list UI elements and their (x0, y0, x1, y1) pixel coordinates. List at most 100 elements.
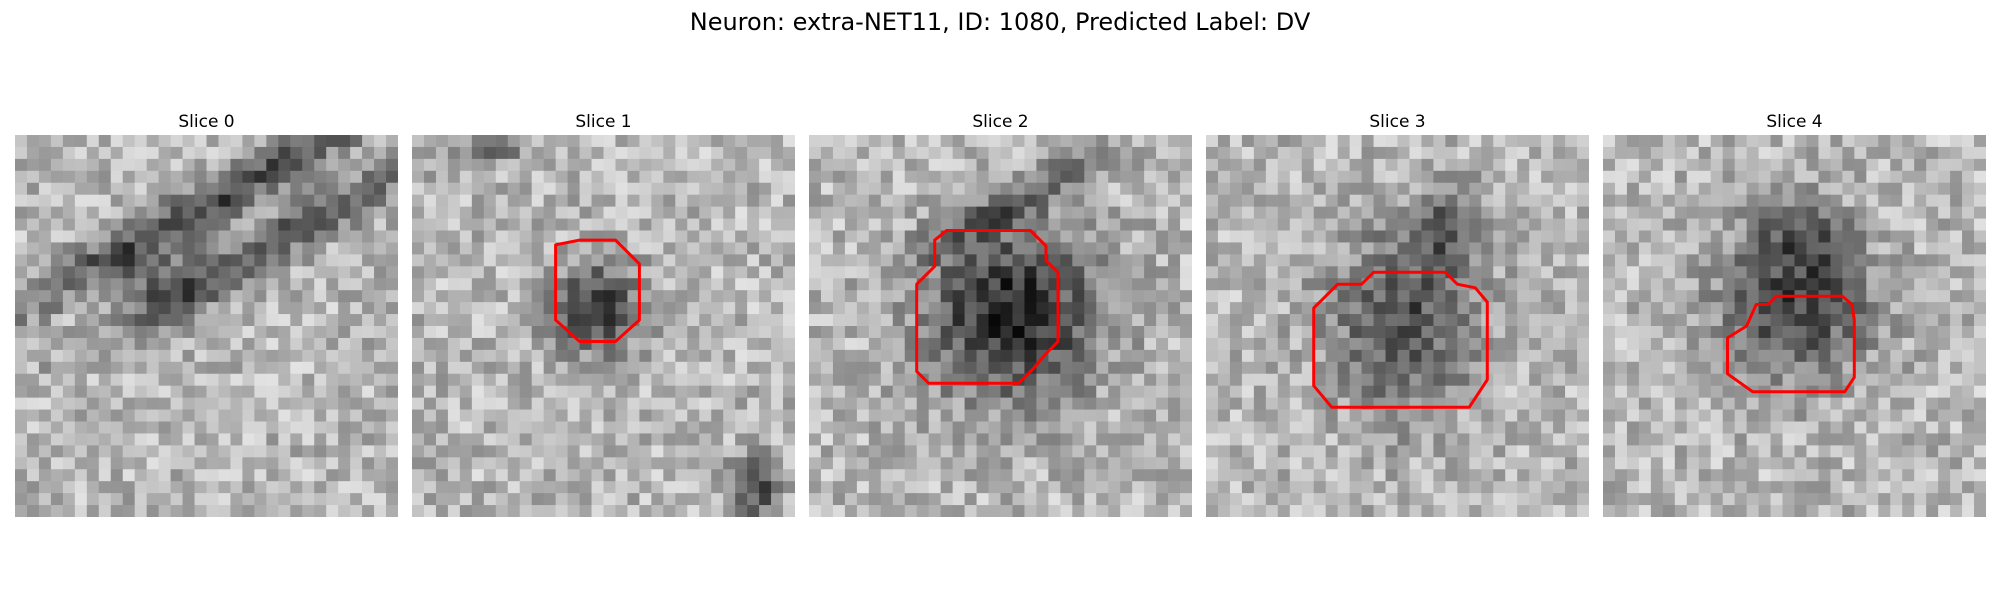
pixel (1060, 230, 1073, 244)
pixel (880, 278, 894, 291)
pixel (1603, 373, 1616, 387)
pixel (952, 266, 966, 279)
pixel (723, 349, 736, 363)
pixel (242, 469, 255, 482)
pixel (1541, 349, 1554, 363)
pixel (555, 254, 569, 267)
pixel (1710, 433, 1724, 446)
pixel (278, 326, 291, 339)
pixel (627, 218, 641, 232)
pixel (483, 326, 497, 339)
pixel (1746, 421, 1760, 435)
pixel (1084, 397, 1097, 411)
pixel (158, 254, 172, 267)
pixel (1878, 445, 1891, 458)
pixel (579, 206, 593, 220)
pixel (1433, 349, 1446, 363)
pixel (1265, 337, 1279, 351)
pixel (543, 182, 557, 196)
pixel (1830, 349, 1843, 363)
pixel (687, 457, 700, 470)
pixel (699, 481, 712, 494)
pixel (675, 182, 688, 196)
pixel (1217, 457, 1231, 470)
pixel (1361, 457, 1375, 470)
pixel (158, 314, 172, 327)
pixel (386, 302, 398, 315)
pixel (1926, 421, 1939, 435)
pixel (1337, 314, 1351, 327)
pixel (1926, 266, 1939, 279)
pixel (1878, 302, 1891, 315)
pixel (1168, 469, 1181, 482)
pixel (86, 349, 100, 363)
pixel (543, 505, 557, 517)
pixel (747, 242, 760, 255)
pixel (976, 385, 990, 399)
pixel (639, 254, 652, 267)
pixel (423, 433, 437, 446)
pixel (1722, 158, 1736, 172)
pixel (302, 242, 315, 255)
pixel (1746, 373, 1760, 387)
pixel (423, 230, 437, 244)
pixel (627, 445, 641, 458)
pixel (675, 385, 688, 399)
pixel (735, 409, 748, 423)
pixel (26, 266, 40, 279)
pixel (412, 182, 425, 196)
pixel (783, 421, 795, 435)
pixel (952, 314, 966, 327)
pixel (495, 326, 509, 339)
pixel (880, 505, 894, 517)
pixel (663, 433, 676, 446)
pixel (880, 230, 894, 244)
pixel (603, 409, 617, 423)
pixel (639, 290, 652, 303)
pixel (158, 481, 172, 494)
pixel (1806, 254, 1820, 267)
pixel (675, 445, 688, 458)
pixel (1577, 385, 1589, 399)
pixel (338, 326, 351, 339)
pixel (362, 385, 375, 399)
pixel (856, 302, 870, 315)
pixel (314, 278, 327, 291)
pixel (194, 302, 208, 315)
pixel (1650, 135, 1664, 148)
pixel (952, 146, 966, 160)
pixel (1120, 230, 1133, 244)
pixel (1349, 170, 1363, 184)
pixel (26, 314, 40, 327)
pixel (1758, 433, 1772, 446)
pixel (735, 337, 748, 351)
pixel (1505, 469, 1518, 482)
pixel (290, 230, 303, 244)
pixel (50, 170, 64, 184)
pixel (134, 421, 148, 435)
pixel (1734, 206, 1748, 220)
pixel (1493, 170, 1506, 184)
pixel (603, 158, 617, 172)
pixel (302, 194, 315, 208)
pixel (1229, 457, 1243, 470)
pixel (567, 146, 581, 160)
pixel (98, 278, 112, 291)
pixel (1349, 158, 1363, 172)
pixel (567, 266, 581, 279)
pixel (495, 373, 509, 387)
pixel (1722, 409, 1736, 423)
pixel (1603, 445, 1616, 458)
pixel (386, 242, 398, 255)
pixel (326, 326, 339, 339)
pixel (1072, 278, 1085, 291)
pixel (386, 493, 398, 506)
pixel (1914, 266, 1927, 279)
pixel (26, 230, 40, 244)
pixel (603, 493, 617, 506)
pixel (1746, 433, 1760, 446)
pixel (1096, 266, 1109, 279)
pixel (158, 218, 172, 232)
pixel (615, 505, 629, 517)
pixel (531, 158, 545, 172)
